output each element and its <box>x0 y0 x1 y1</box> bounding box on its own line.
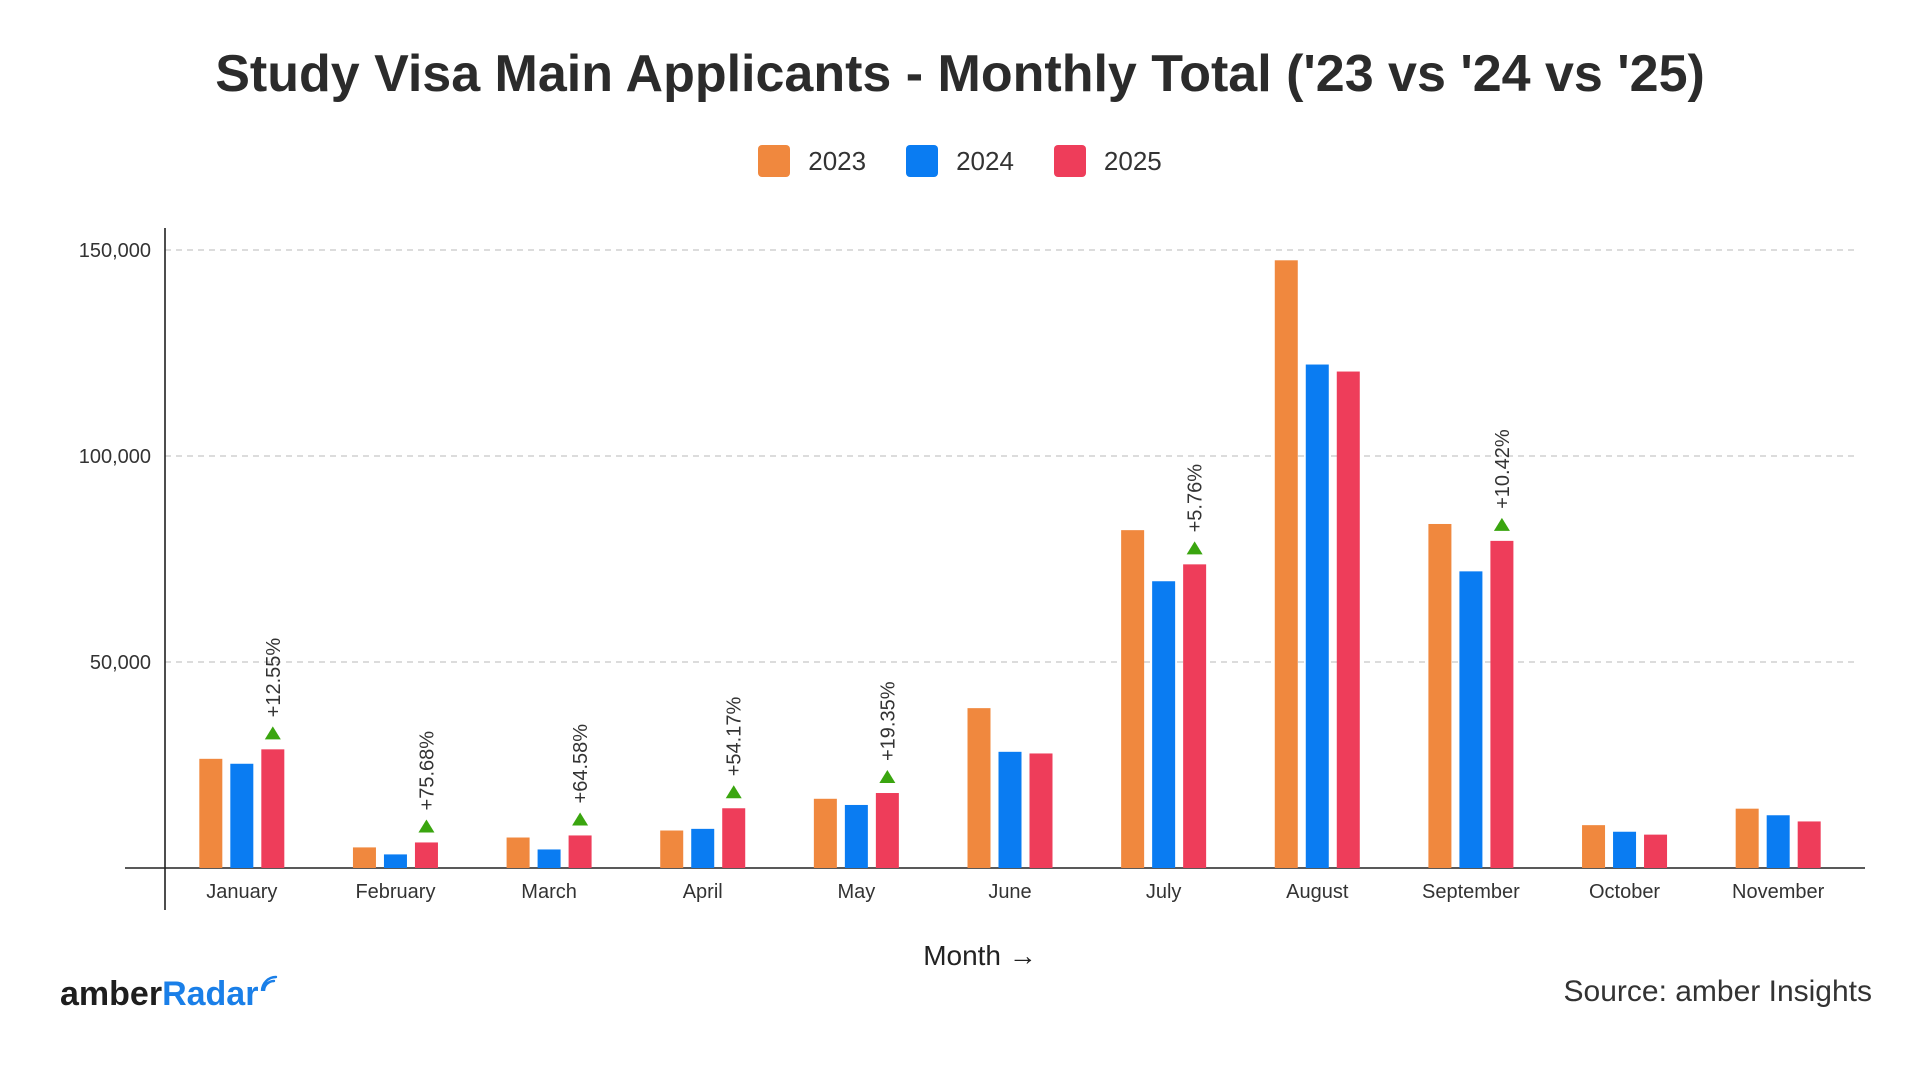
legend-label-2024: 2024 <box>956 145 1014 176</box>
growth-up-icon <box>418 819 435 833</box>
bar-2025-may <box>875 793 899 868</box>
x-tick-label: July <box>1146 881 1182 903</box>
x-tick-label: October <box>1589 881 1660 903</box>
bar-2025-january <box>261 749 285 868</box>
bar-2023-october <box>1582 825 1606 868</box>
y-tick-label: 100,000 <box>79 446 151 468</box>
x-tick-label: September <box>1422 881 1520 903</box>
bar-2023-november <box>1735 808 1759 868</box>
growth-up-icon <box>1493 517 1510 531</box>
growth-up-icon <box>725 785 742 799</box>
bar-2024-june <box>998 751 1022 868</box>
x-tick-label: February <box>355 881 435 903</box>
bar-2025-june <box>1029 753 1053 868</box>
growth-label: +75.68% <box>416 731 438 811</box>
bar-2023-march <box>506 837 530 868</box>
x-tick-label: August <box>1286 881 1349 903</box>
bar-2023-february <box>352 847 376 868</box>
bar-2025-july <box>1183 564 1207 868</box>
legend-item-2025[interactable]: 2025 <box>1053 145 1162 177</box>
growth-label: +5.76% <box>1185 464 1207 533</box>
x-axis-title: Month → <box>923 940 1037 971</box>
bar-2024-may <box>844 804 868 868</box>
legend-label-2025: 2025 <box>1103 145 1162 176</box>
brand-logo: amber Radar <box>60 975 282 1014</box>
growth-label: +12.55% <box>263 638 285 718</box>
x-tick-label: March <box>521 881 577 903</box>
growth-label: +10.42% <box>1492 429 1514 509</box>
x-tick-label: April <box>683 881 723 903</box>
bar-2024-april <box>691 828 715 868</box>
y-tick-label: 50,000 <box>90 652 151 674</box>
bar-2023-january <box>199 758 223 868</box>
bar-2023-august <box>1274 260 1298 868</box>
chart-title: Study Visa Main Applicants - Monthly Tot… <box>215 45 1705 103</box>
bar-2024-september <box>1459 571 1483 868</box>
bar-2023-june <box>967 708 991 868</box>
bar-2025-october <box>1644 834 1668 868</box>
bar-2024-july <box>1152 581 1176 868</box>
bar-2025-february <box>414 842 438 868</box>
bar-2025-november <box>1797 821 1821 868</box>
legend: 2023 2024 2025 <box>0 145 1920 177</box>
brand-name-part2: Radar <box>162 975 259 1013</box>
source-note: Source: amber Insights <box>1563 975 1872 1008</box>
bar-2023-july <box>1121 530 1145 868</box>
x-tick-label: November <box>1732 881 1825 903</box>
bar-2025-september <box>1490 540 1514 868</box>
legend-swatch-2024 <box>906 145 939 177</box>
growth-label: +64.58% <box>570 724 592 804</box>
growth-label: +19.35% <box>877 681 899 761</box>
bar-2025-august <box>1336 371 1360 868</box>
x-tick-label: June <box>988 881 1031 903</box>
bar-2023-september <box>1428 523 1452 868</box>
growth-up-icon <box>572 812 589 826</box>
legend-label-2023: 2023 <box>808 145 867 176</box>
growth-label: +54.17% <box>724 697 746 777</box>
y-tick-label: 150,000 <box>79 240 151 262</box>
bar-2024-november <box>1766 815 1790 868</box>
brand-name-part1: amber <box>60 975 163 1013</box>
bar-2023-april <box>660 830 684 868</box>
legend-item-2023[interactable]: 2023 <box>758 145 866 177</box>
bar-2024-march <box>537 849 561 868</box>
legend-item-2024[interactable]: 2024 <box>906 145 1014 177</box>
signal-icon <box>261 975 278 991</box>
bar-2025-april <box>722 808 746 868</box>
bar-2024-august <box>1305 364 1329 868</box>
bar-2023-may <box>813 798 837 868</box>
bar-2024-february <box>383 854 407 868</box>
bar-2024-october <box>1613 831 1637 868</box>
legend-swatch-2025 <box>1053 145 1086 177</box>
growth-up-icon <box>879 770 896 784</box>
x-tick-label: January <box>206 881 277 903</box>
growth-up-icon <box>264 726 281 740</box>
growth-up-icon <box>1186 541 1203 555</box>
bar-2024-january <box>230 763 254 868</box>
x-tick-label: May <box>837 881 875 903</box>
bar-2025-march <box>568 835 592 868</box>
legend-swatch-2023 <box>758 145 791 177</box>
